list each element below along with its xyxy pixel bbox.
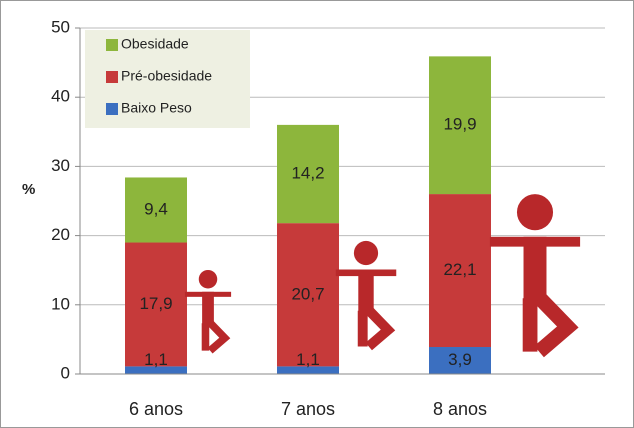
data-label: 20,7 bbox=[291, 284, 324, 303]
data-label: 19,9 bbox=[443, 115, 476, 134]
figure-icon bbox=[335, 240, 397, 351]
legend-label: Pré-obesidade bbox=[121, 68, 212, 84]
bar-segment bbox=[429, 347, 491, 374]
bar-segment bbox=[277, 124, 339, 224]
y-tick-label: 0 bbox=[61, 363, 70, 382]
x-tick-label: 8 anos bbox=[433, 399, 487, 419]
bar-segment bbox=[125, 242, 187, 367]
figure-icon bbox=[184, 269, 232, 354]
bar-segment bbox=[125, 177, 187, 243]
data-label: 14,2 bbox=[291, 163, 324, 182]
legend-label: Baixo Peso bbox=[121, 100, 192, 116]
data-label: 22,1 bbox=[443, 260, 476, 279]
y-tick-label: 30 bbox=[51, 156, 70, 175]
x-tick-label: 6 anos bbox=[129, 399, 183, 419]
bar-segment bbox=[125, 366, 187, 374]
y-tick-label: 40 bbox=[51, 87, 70, 106]
y-tick-label: 10 bbox=[51, 294, 70, 313]
icons bbox=[184, 194, 581, 358]
y-tick-label: 50 bbox=[51, 17, 70, 36]
figure-icon bbox=[489, 194, 581, 358]
data-label: 1,1 bbox=[296, 350, 320, 369]
bar-segment bbox=[429, 194, 491, 348]
bar-segment bbox=[429, 56, 491, 195]
y-tick-label: 20 bbox=[51, 225, 70, 244]
data-label: 3,9 bbox=[448, 350, 472, 369]
bar-segment bbox=[277, 223, 339, 367]
data-label: 17,9 bbox=[139, 294, 172, 313]
data-label: 9,4 bbox=[144, 199, 168, 218]
x-tick-label: 7 anos bbox=[281, 399, 335, 419]
y-axis-label: % bbox=[22, 181, 35, 198]
legend-swatch bbox=[106, 103, 118, 115]
bar-segment bbox=[277, 366, 339, 374]
data-label: 1,1 bbox=[144, 350, 168, 369]
legend-swatch bbox=[106, 71, 118, 83]
legend-swatch bbox=[106, 39, 118, 51]
legend-label: Obesidade bbox=[121, 36, 189, 52]
